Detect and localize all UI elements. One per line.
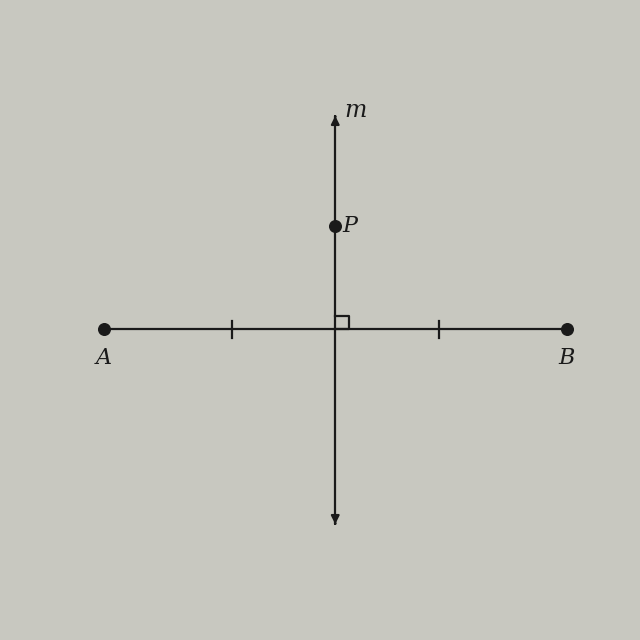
Point: [330, 220, 340, 230]
Text: P: P: [342, 214, 358, 237]
Text: m: m: [344, 99, 367, 122]
Text: B: B: [559, 348, 575, 369]
Text: A: A: [95, 348, 112, 369]
Point: [99, 324, 109, 334]
Point: [562, 324, 572, 334]
